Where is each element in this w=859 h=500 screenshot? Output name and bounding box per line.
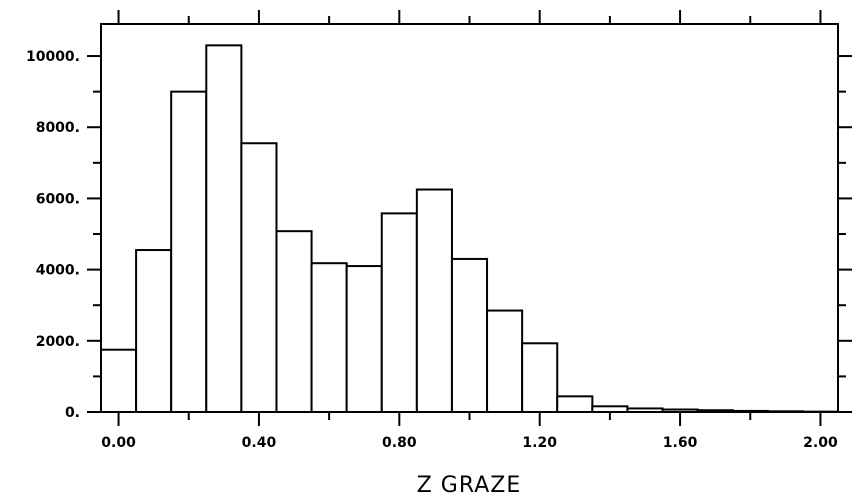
y-tick-label: 8000.	[36, 120, 80, 136]
histogram-bar	[521, 342, 559, 413]
x-tick-label: 0.40	[242, 435, 277, 451]
histogram-bar	[135, 249, 173, 413]
y-tick-label: 0.	[65, 405, 80, 421]
x-axis-title: Z GRAZE	[417, 473, 522, 498]
ticks-group	[87, 10, 852, 426]
histogram-bar	[486, 309, 524, 413]
histogram-bar	[556, 395, 594, 413]
histogram-bar	[380, 212, 418, 413]
y-tick-label: 2000.	[36, 334, 80, 350]
y-tick-label: 10000.	[26, 49, 80, 65]
y-tick-label: 6000.	[36, 191, 80, 207]
histogram-bar	[450, 257, 489, 413]
x-tick-label: 1.60	[663, 435, 698, 451]
histogram-bar	[275, 230, 313, 413]
histogram-bar	[100, 348, 138, 413]
bars-group	[100, 44, 840, 414]
tick-labels-group: 0.00 0.40 0.80 1.20 1.60 2.00 0. 2000. 4000. 6000…	[26, 49, 838, 451]
x-tick-label: 0.80	[382, 435, 417, 451]
x-tick-label: 2.00	[803, 435, 838, 451]
histogram-bar	[415, 188, 453, 413]
x-tick-label: 1.20	[522, 435, 557, 451]
y-tick-label: 4000.	[36, 263, 80, 279]
histogram-bar	[310, 262, 348, 413]
histogram-bar	[240, 142, 278, 413]
histogram-bar	[170, 90, 208, 413]
histogram-bar	[345, 265, 383, 413]
x-tick-label: 0.00	[101, 435, 136, 451]
histogram-bar	[205, 44, 243, 414]
